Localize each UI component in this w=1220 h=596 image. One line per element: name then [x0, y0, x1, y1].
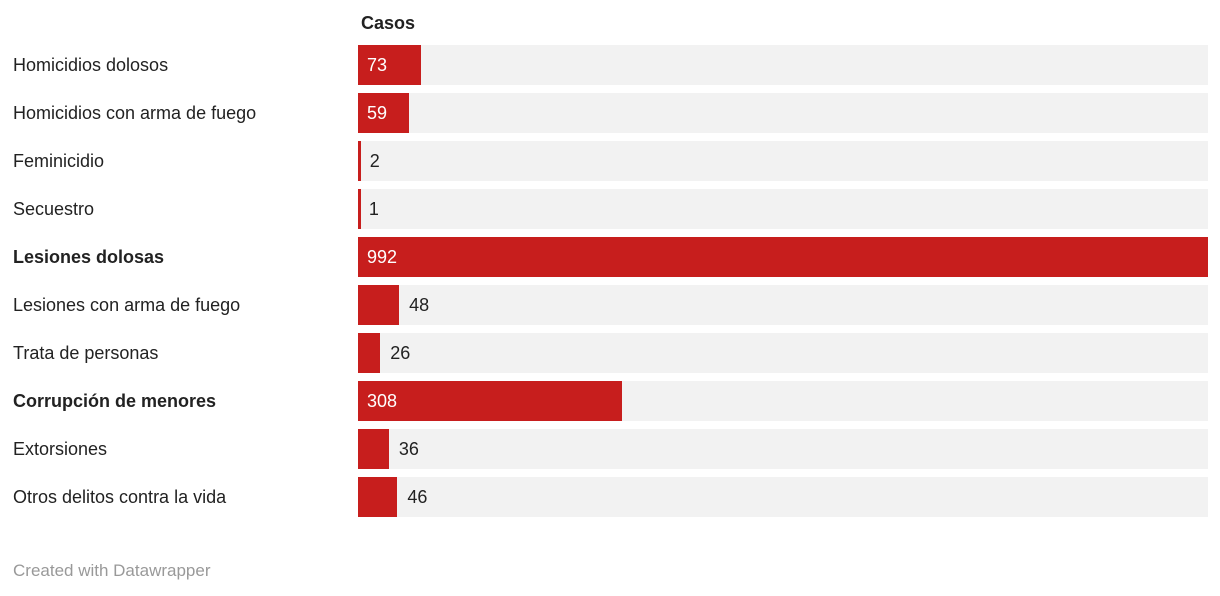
chart-rows: Homicidios dolosos 73 Homicidios con arm…: [0, 45, 1220, 525]
value-label: 992: [367, 247, 398, 267]
category-label: Extorsiones: [13, 439, 108, 459]
bar: [358, 285, 400, 325]
chart-row: Corrupción de menores 308: [0, 381, 1208, 429]
bar-track: 308: [358, 381, 1208, 421]
category-label: Corrupción de menores: [13, 391, 217, 411]
value-label: 59: [367, 103, 388, 123]
bar-track: 59: [358, 93, 1208, 133]
chart-row: Feminicidio 2: [0, 141, 1208, 189]
bar: [358, 141, 361, 181]
category-label: Secuestro: [13, 199, 95, 219]
bar: [358, 45, 421, 85]
value-label: 46: [407, 487, 428, 507]
bar: [358, 237, 1208, 277]
category-label: Homicidios con arma de fuego: [13, 103, 257, 123]
datawrapper-attribution: Created with Datawrapper: [13, 561, 211, 580]
value-label: 26: [390, 343, 411, 363]
bar-track: 2: [358, 141, 1208, 181]
bar: [358, 477, 398, 517]
bar: [358, 189, 361, 229]
value-label: 2: [369, 151, 380, 171]
bar-track: 73: [358, 45, 1208, 85]
chart-row: Secuestro 1: [0, 189, 1208, 237]
value-label: 36: [398, 439, 419, 459]
bar-track: 36: [358, 429, 1208, 469]
value-label: 308: [367, 391, 398, 411]
category-label: Lesiones con arma de fuego: [13, 295, 241, 315]
value-label: 1: [368, 199, 379, 219]
category-label: Feminicidio: [13, 151, 105, 171]
chart-row: Trata de personas 26: [0, 333, 1208, 381]
value-column-header: Casos: [361, 13, 416, 33]
bar: [358, 93, 409, 133]
chart-row: Lesiones con arma de fuego 48: [0, 285, 1208, 333]
chart-row: Lesiones dolosas 992: [0, 237, 1208, 285]
category-label: Homicidios dolosos: [13, 55, 169, 75]
chart-row: Homicidios dolosos 73: [0, 45, 1208, 93]
chart-row: Homicidios con arma de fuego 59: [0, 93, 1208, 141]
category-label: Otros delitos contra la vida: [13, 487, 227, 507]
bar-track: 1: [358, 189, 1208, 229]
value-label: 73: [367, 55, 388, 75]
bar: [358, 429, 389, 469]
bar-track: 46: [358, 477, 1208, 517]
bar-track: 26: [358, 333, 1208, 373]
chart-row: Otros delitos contra la vida 46: [0, 477, 1208, 525]
bar-track: 48: [358, 285, 1208, 325]
chart-row: Extorsiones 36: [0, 429, 1208, 477]
bar: [358, 381, 622, 421]
bar: [358, 333, 381, 373]
category-label: Lesiones dolosas: [13, 247, 165, 267]
category-label: Trata de personas: [13, 343, 159, 363]
value-label: 48: [409, 295, 430, 315]
bar-track: 992: [358, 237, 1208, 277]
